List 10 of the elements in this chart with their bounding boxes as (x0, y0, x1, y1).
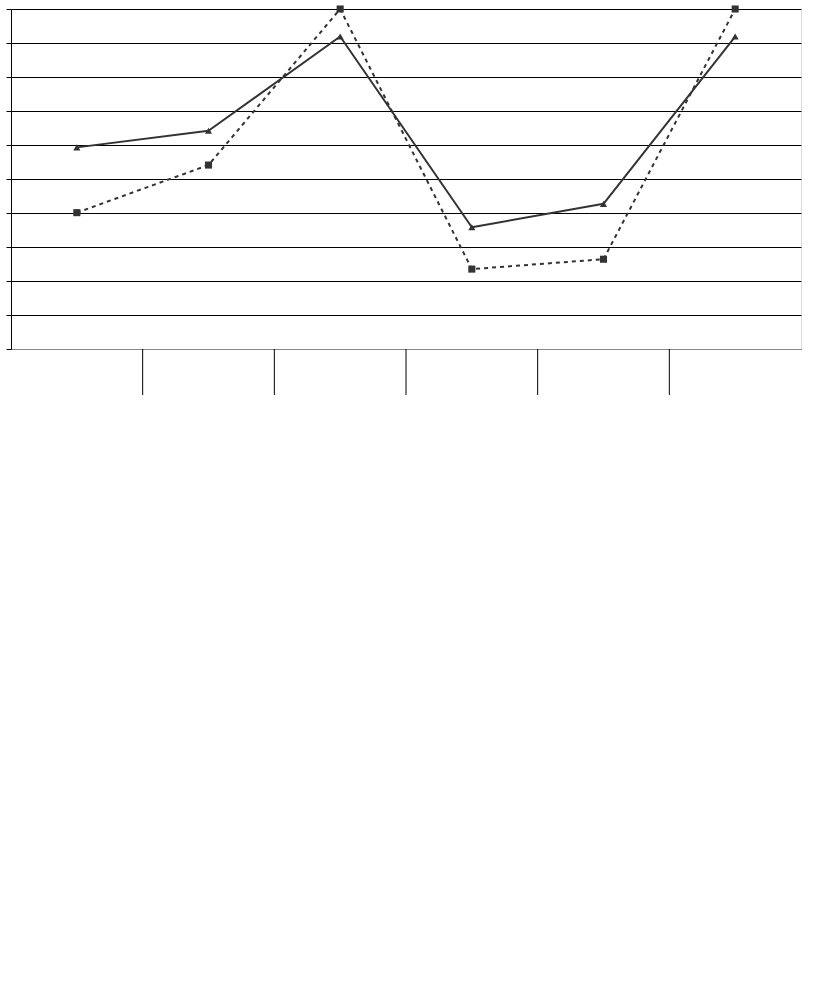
point (731, 33, 739, 40)
point (336, 5, 344, 13)
point (204, 127, 213, 134)
point (599, 255, 608, 263)
point (336, 33, 344, 40)
point (73, 209, 81, 217)
point (204, 161, 213, 169)
point (599, 200, 608, 207)
point (731, 5, 739, 13)
point (468, 265, 476, 273)
